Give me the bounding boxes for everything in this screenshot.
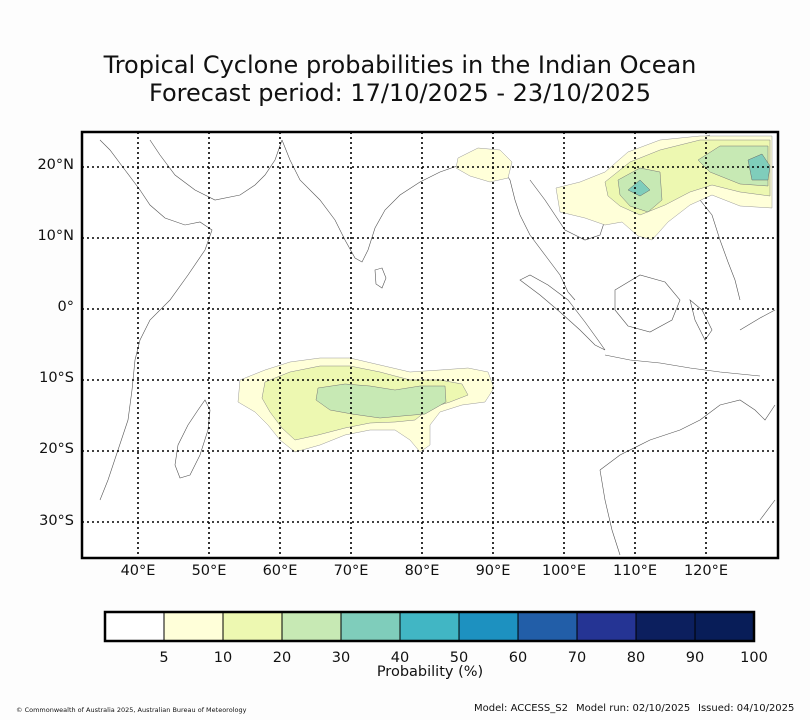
probability-region-south <box>237 357 495 453</box>
colorbar-frame <box>103 610 756 643</box>
colorbar-tick-30: 30 <box>331 650 351 666</box>
copyright-notice: © Commonwealth of Australia 2025, Austra… <box>16 706 247 714</box>
model-run-label: Model run: 02/10/2025 <box>576 703 691 714</box>
colorbar <box>103 610 756 643</box>
colorbar-swatch <box>694 611 755 642</box>
lat-label-10n: 10°N <box>37 228 74 244</box>
lon-label-40e: 40°E <box>120 563 156 579</box>
colorbar-swatch <box>399 611 460 642</box>
lon-label-50e: 50°E <box>191 563 227 579</box>
lon-label-100e: 100°E <box>541 563 587 579</box>
colorbar-swatch <box>222 611 283 642</box>
colorbar-title: Probability (%) <box>376 664 484 680</box>
chart-title-line2: Forecast period: 17/10/2025 - 23/10/2025 <box>149 79 651 107</box>
colorbar-tick-10: 10 <box>213 650 233 666</box>
issued-label: Issued: 04/10/2025 <box>698 703 795 714</box>
lat-label-20s: 20°S <box>39 441 74 457</box>
colorbar-tick-70: 70 <box>567 650 587 666</box>
colorbar-swatch <box>635 611 696 642</box>
colorbar-tick-80: 80 <box>626 650 646 666</box>
colorbar-swatch <box>576 611 637 642</box>
colorbar-swatch <box>281 611 342 642</box>
map-frame <box>80 130 780 560</box>
colorbar-swatch <box>517 611 578 642</box>
lon-label-70e: 70°E <box>333 563 369 579</box>
colorbar-swatch <box>104 611 165 642</box>
probability-region-bengal <box>455 147 513 183</box>
colorbar-swatch <box>458 611 519 642</box>
colorbar-tick-100: 100 <box>740 650 768 666</box>
colorbar-tick-20: 20 <box>272 650 292 666</box>
model-label: Model: ACCESS_S2 <box>474 703 568 714</box>
colorbar-tick-50: 50 <box>449 650 469 666</box>
colorbar-tick-5: 5 <box>159 650 169 666</box>
map-gridlines <box>82 132 778 558</box>
lat-label-0: 0° <box>57 299 74 315</box>
colorbar-tick-40: 40 <box>390 650 410 666</box>
lon-label-90e: 90°E <box>475 563 511 579</box>
lon-label-80e: 80°E <box>404 563 440 579</box>
colorbar-swatch <box>163 611 224 642</box>
colorbar-tick-90: 90 <box>685 650 705 666</box>
colorbar-tick-60: 60 <box>508 650 528 666</box>
lat-label-30s: 30°S <box>39 513 74 529</box>
lon-label-110e: 110°E <box>612 563 658 579</box>
colorbar-swatch <box>340 611 401 642</box>
lon-label-120e: 120°E <box>683 563 729 579</box>
lat-label-10s: 10°S <box>39 370 74 386</box>
lon-label-60e: 60°E <box>262 563 298 579</box>
chart-title-line1: Tropical Cyclone probabilities in the In… <box>103 51 697 79</box>
lat-label-20n: 20°N <box>37 157 74 173</box>
